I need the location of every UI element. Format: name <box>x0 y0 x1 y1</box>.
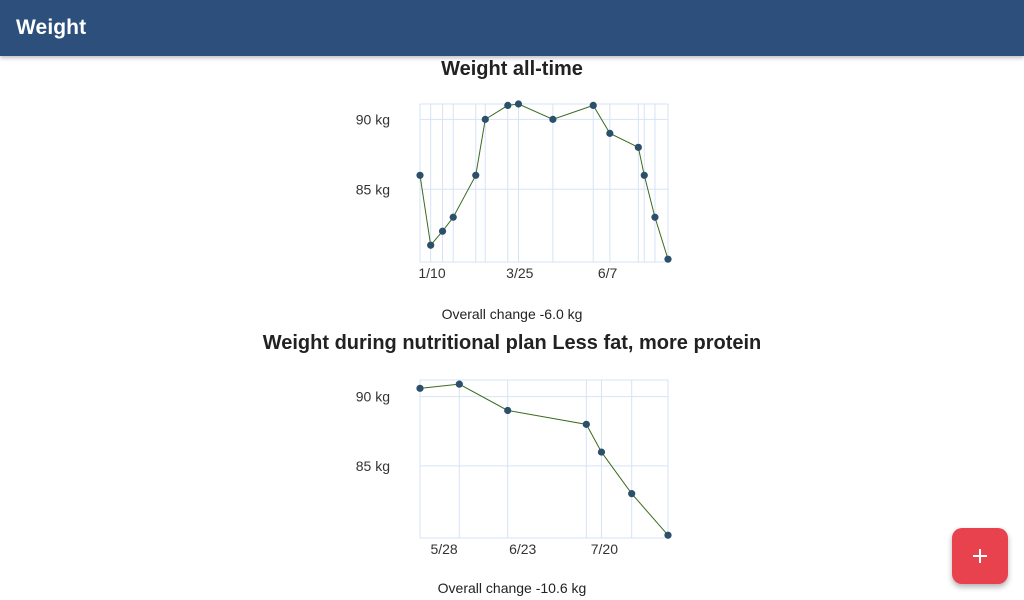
data-point <box>455 380 463 388</box>
y-tick-label: 90 kg <box>356 389 390 405</box>
data-point <box>416 171 424 179</box>
data-point <box>651 213 659 221</box>
data-point <box>504 406 512 415</box>
data-point <box>582 420 590 428</box>
series-line <box>419 383 669 536</box>
all-time-weight-chart: 85 kg 90 kg 1/10 3/25 6/7 <box>356 100 672 281</box>
page-title: Weight <box>16 16 87 39</box>
x-tick-label: 5/28 <box>430 541 457 557</box>
add-weight-button[interactable] <box>952 528 1008 584</box>
data-point <box>514 100 523 108</box>
plan-weight-chart: 85 kg 90 kg 5/28 6/23 7/20 <box>356 379 672 557</box>
y-tick-label: 85 kg <box>356 181 390 197</box>
data-point <box>504 101 512 109</box>
data-point <box>597 448 606 456</box>
app-bar: Weight <box>0 0 1024 56</box>
x-tick-label: 6/7 <box>598 265 618 281</box>
data-point <box>634 143 642 151</box>
data-point <box>416 384 424 392</box>
data-point <box>664 531 672 539</box>
data-point <box>472 171 480 179</box>
all-time-chart-section: Weight all-time 85 kg 90 kg 1/10 3/25 6/7 Ov… <box>0 56 1024 326</box>
x-tick-label: 7/20 <box>591 541 618 557</box>
data-point <box>589 101 597 109</box>
data-point <box>449 213 457 221</box>
y-tick-label: 90 kg <box>356 111 390 127</box>
data-point <box>481 115 489 123</box>
overall-change-text: Overall change -6.0 kg <box>441 306 583 322</box>
data-point <box>664 255 672 263</box>
data-point <box>427 241 435 249</box>
plot-frame <box>419 103 669 263</box>
overall-change-text: Overall change -10.6 kg <box>437 580 587 596</box>
x-tick-label: 3/25 <box>506 265 533 281</box>
chart-title: Weight all-time <box>441 58 583 80</box>
data-point <box>640 171 648 179</box>
chart-title: Weight during nutritional plan Less fat,… <box>262 332 762 354</box>
x-tick-label: 6/23 <box>509 541 536 557</box>
data-point <box>628 490 636 498</box>
plus-icon <box>973 549 987 563</box>
series-line <box>419 103 669 260</box>
plan-chart-section: Weight during nutritional plan Less fat,… <box>0 330 1024 600</box>
x-tick-label: 1/10 <box>418 265 445 281</box>
data-point <box>549 115 557 123</box>
y-tick-label: 85 kg <box>356 458 390 474</box>
data-point <box>438 227 447 235</box>
data-point <box>606 129 614 137</box>
plot-frame <box>419 379 669 539</box>
